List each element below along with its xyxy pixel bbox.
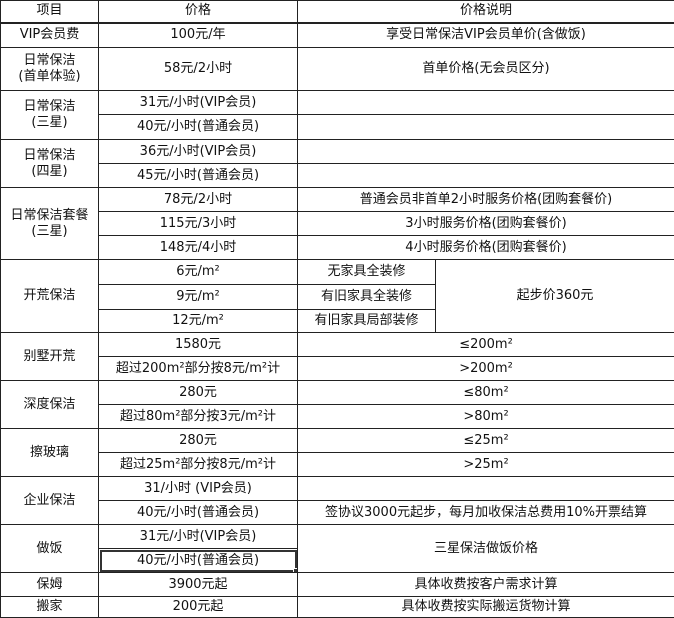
item-cell[interactable]: 日常保洁套餐(三星) (1, 188, 99, 260)
table-row: 40元/小时(普通会员) (1, 115, 674, 140)
price-cell[interactable]: 40元/小时(普通会员) (99, 115, 298, 140)
table-row: 保姆 3900元起 具体收费按客户需求计算 (1, 573, 674, 597)
item-line: 日常保洁套餐 (10, 208, 88, 223)
selected-price-cell[interactable]: 40元/小时(普通会员) (99, 549, 298, 573)
note-cell[interactable]: >25m² (298, 453, 674, 477)
price-cell[interactable]: 78元/2小时 (99, 188, 298, 212)
table-row: 日常保洁(三星) 31元/小时(VIP会员) (1, 91, 674, 115)
item-cell[interactable]: 别墅开荒 (1, 333, 99, 381)
price-cell[interactable]: 1580元 (99, 333, 298, 357)
item-line: (四星) (31, 164, 67, 179)
note-cell[interactable]: >200m² (298, 357, 674, 381)
table-row: 超过200m²部分按8元/m²计 >200m² (1, 357, 674, 381)
table-row: 148元/4小时 4小时服务价格(团购套餐价) (1, 236, 674, 260)
item-cell[interactable]: 日常保洁(首单体验) (1, 48, 99, 91)
note-cell[interactable]: 具体收费按实际搬运货物计算 (298, 597, 674, 618)
price-cell[interactable]: 超过200m²部分按8元/m²计 (99, 357, 298, 381)
note-cell[interactable] (298, 91, 674, 115)
table-row: 日常保洁(四星) 36元/小时(VIP会员) (1, 140, 674, 164)
item-line: (首单体验) (18, 69, 80, 84)
price-cell[interactable]: 148元/4小时 (99, 236, 298, 260)
item-cell[interactable]: 深度保洁 (1, 381, 99, 429)
item-cell[interactable]: 企业保洁 (1, 477, 99, 525)
price-cell[interactable]: 100元/年 (99, 23, 298, 48)
price-cell[interactable]: 超过80m²部分按3元/m²计 (99, 405, 298, 429)
table-row: 开荒保洁 6元/m² 无家具全装修 起步价360元 (1, 260, 674, 285)
price-cell[interactable]: 12元/m² (99, 310, 298, 333)
header-price[interactable]: 价格 (99, 1, 298, 23)
note-cell[interactable] (298, 164, 674, 188)
table-row: 深度保洁 280元 ≤80m² (1, 381, 674, 405)
price-cell[interactable]: 3900元起 (99, 573, 298, 597)
condition-cell[interactable]: 无家具全装修 (298, 260, 436, 285)
note-cell[interactable]: 三星保洁做饭价格 (298, 525, 674, 573)
price-cell[interactable]: 280元 (99, 429, 298, 453)
note-cell[interactable] (298, 477, 674, 501)
item-cell[interactable]: VIP会员费 (1, 23, 99, 48)
item-line: 日常保洁 (23, 53, 75, 68)
price-cell[interactable]: 9元/m² (99, 285, 298, 310)
note-cell[interactable]: ≤25m² (298, 429, 674, 453)
table-row: 日常保洁套餐(三星) 78元/2小时 普通会员非首单2小时服务价格(团购套餐价) (1, 188, 674, 212)
item-cell[interactable]: 开荒保洁 (1, 260, 99, 333)
price-cell[interactable]: 31元/小时(VIP会员) (99, 525, 298, 549)
table-row: 40元/小时(普通会员) 签协议3000元起步，每月加收保洁总费用10%开票结算 (1, 501, 674, 525)
table-row: 超过25m²部分按8元/m²计 >25m² (1, 453, 674, 477)
header-row: 项目 价格 价格说明 (1, 1, 674, 23)
header-item[interactable]: 项目 (1, 1, 99, 23)
note-cell[interactable] (298, 140, 674, 164)
price-cell[interactable]: 超过25m²部分按8元/m²计 (99, 453, 298, 477)
table-row: 擦玻璃 280元 ≤25m² (1, 429, 674, 453)
table-row: 搬家 200元起 具体收费按实际搬运货物计算 (1, 597, 674, 618)
price-cell[interactable]: 280元 (99, 381, 298, 405)
table-row: 企业保洁 31/小时 (VIP会员) (1, 477, 674, 501)
fill-handle[interactable] (293, 568, 298, 573)
condition-cell[interactable]: 有旧家具全装修 (298, 285, 436, 310)
item-line: 日常保洁 (23, 99, 75, 114)
table-row: 45元/小时(普通会员) (1, 164, 674, 188)
table-row: 日常保洁(首单体验) 58元/2小时 首单价格(无会员区分) (1, 48, 674, 91)
table-row: 别墅开荒 1580元 ≤200m² (1, 333, 674, 357)
item-cell[interactable]: 保姆 (1, 573, 99, 597)
note-cell[interactable]: 起步价360元 (436, 260, 674, 333)
note-cell[interactable]: 普通会员非首单2小时服务价格(团购套餐价) (298, 188, 674, 212)
table-row: 超过80m²部分按3元/m²计 >80m² (1, 405, 674, 429)
condition-cell[interactable]: 有旧家具局部装修 (298, 310, 436, 333)
note-cell[interactable]: 具体收费按客户需求计算 (298, 573, 674, 597)
item-cell[interactable]: 日常保洁(三星) (1, 91, 99, 140)
price-cell[interactable]: 6元/m² (99, 260, 298, 285)
note-cell[interactable]: 享受日常保洁VIP会员单价(含做饭) (298, 23, 674, 48)
price-cell[interactable]: 31元/小时(VIP会员) (99, 91, 298, 115)
table-row: 做饭 31元/小时(VIP会员) 三星保洁做饭价格 (1, 525, 674, 549)
table-row: VIP会员费 100元/年 享受日常保洁VIP会员单价(含做饭) (1, 23, 674, 48)
price-cell[interactable]: 200元起 (99, 597, 298, 618)
price-cell[interactable]: 36元/小时(VIP会员) (99, 140, 298, 164)
note-cell[interactable]: 首单价格(无会员区分) (298, 48, 674, 91)
price-cell[interactable]: 115元/3小时 (99, 212, 298, 236)
note-cell[interactable]: >80m² (298, 405, 674, 429)
note-cell[interactable]: 3小时服务价格(团购套餐价) (298, 212, 674, 236)
header-note[interactable]: 价格说明 (298, 1, 674, 23)
note-cell[interactable]: ≤200m² (298, 333, 674, 357)
price-cell[interactable]: 58元/2小时 (99, 48, 298, 91)
price-cell[interactable]: 45元/小时(普通会员) (99, 164, 298, 188)
item-cell[interactable]: 擦玻璃 (1, 429, 99, 477)
note-cell[interactable]: 4小时服务价格(团购套餐价) (298, 236, 674, 260)
item-cell[interactable]: 日常保洁(四星) (1, 140, 99, 188)
table-row: 115元/3小时 3小时服务价格(团购套餐价) (1, 212, 674, 236)
item-cell[interactable]: 搬家 (1, 597, 99, 618)
item-line: (三星) (31, 115, 67, 130)
price-cell[interactable]: 40元/小时(普通会员) (99, 501, 298, 525)
price-cell[interactable]: 31/小时 (VIP会员) (99, 477, 298, 501)
item-line: 日常保洁 (23, 148, 75, 163)
item-line: (三星) (31, 224, 67, 239)
item-cell[interactable]: 做饭 (1, 525, 99, 573)
note-cell[interactable]: 签协议3000元起步，每月加收保洁总费用10%开票结算 (298, 501, 674, 525)
note-cell[interactable]: ≤80m² (298, 381, 674, 405)
cell-text: 40元/小时(普通会员) (137, 553, 259, 568)
note-cell[interactable] (298, 115, 674, 140)
